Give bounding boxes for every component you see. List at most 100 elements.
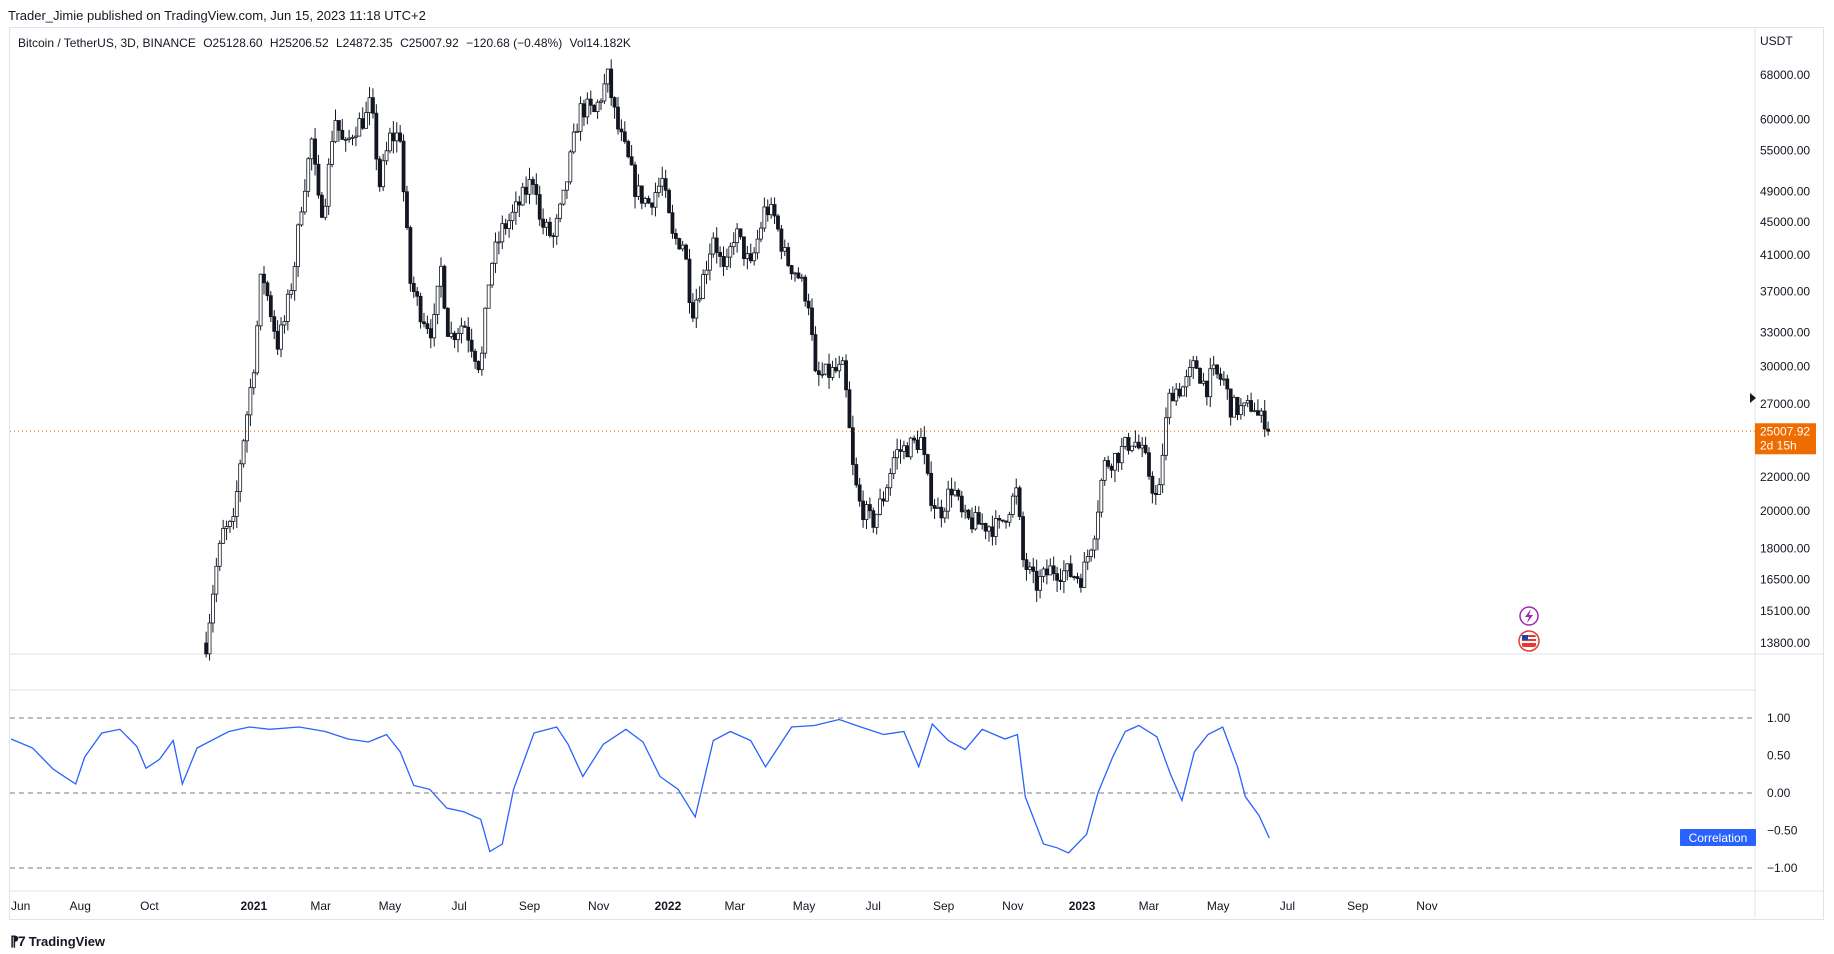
candle-66[interactable] (428, 319, 433, 349)
candle-84[interactable] (490, 262, 494, 288)
price-scale-arrow-icon[interactable] (1750, 393, 1756, 403)
candle-304[interactable] (1238, 398, 1243, 420)
candle-145[interactable] (697, 286, 702, 303)
candle-36[interactable] (326, 158, 331, 215)
candle-146[interactable] (701, 269, 705, 299)
candle-22[interactable] (279, 317, 283, 358)
candle-117[interactable] (602, 73, 607, 105)
candle-121[interactable] (616, 97, 620, 135)
candle-267[interactable] (1113, 453, 1117, 483)
candle-247[interactable] (1044, 559, 1049, 585)
candle-237[interactable] (1010, 493, 1015, 518)
candle-165[interactable] (765, 199, 770, 222)
candle-93[interactable] (520, 182, 525, 206)
candle-13[interactable] (248, 378, 253, 426)
candle-149[interactable] (711, 232, 716, 258)
candle-274[interactable] (1136, 434, 1141, 450)
candle-52[interactable] (381, 153, 386, 192)
candle-97[interactable] (534, 173, 539, 205)
candle-135[interactable] (663, 169, 668, 198)
candle-99[interactable] (541, 208, 546, 235)
candle-183[interactable] (827, 353, 831, 389)
candle-311[interactable] (1262, 400, 1267, 437)
candle-101[interactable] (548, 217, 552, 238)
candle-231[interactable] (990, 515, 995, 546)
candle-299[interactable] (1221, 371, 1226, 386)
candle-260[interactable] (1089, 548, 1094, 562)
candle-244[interactable] (1034, 559, 1039, 602)
candle-15[interactable] (255, 320, 260, 376)
candle-27[interactable] (296, 223, 300, 277)
candle-163[interactable] (759, 221, 763, 243)
candle-28[interactable] (299, 206, 304, 227)
candle-280[interactable] (1157, 478, 1162, 495)
candle-251[interactable] (1058, 568, 1063, 590)
candle-119[interactable] (609, 59, 614, 106)
candle-160[interactable] (748, 243, 753, 264)
candle-302[interactable] (1232, 394, 1236, 418)
candle-51[interactable] (377, 156, 382, 192)
time-axis-labels[interactable]: Jun Aug Oct 2021 Mar May Jul Sep Nov 2022 Mar May Ju… (11, 899, 1438, 913)
candle-225[interactable] (970, 507, 974, 534)
candle-80[interactable] (476, 360, 481, 374)
candle-113[interactable] (588, 90, 593, 115)
candle-261[interactable] (1092, 535, 1097, 559)
correlation-line[interactable] (10, 718, 1270, 854)
candle-282[interactable] (1164, 407, 1168, 461)
candle-42[interactable] (347, 129, 352, 143)
candle-293[interactable] (1201, 372, 1206, 386)
candle-26[interactable] (292, 261, 297, 301)
candle-303[interactable] (1235, 396, 1240, 421)
candle-164[interactable] (762, 197, 767, 232)
candle-104[interactable] (558, 202, 563, 223)
price-axis-ticks[interactable]: 68000.00 60000.00 55000.00 49000.00 45000.00… (1760, 68, 1810, 650)
candle-297[interactable] (1215, 364, 1219, 379)
candle-60[interactable] (408, 225, 413, 292)
candle-6[interactable] (224, 520, 229, 541)
candle-103[interactable] (554, 214, 559, 245)
candle-272[interactable] (1130, 445, 1134, 453)
candle-158[interactable] (742, 236, 746, 266)
candle-115[interactable] (595, 99, 600, 119)
candle-18[interactable] (265, 280, 270, 301)
candle-17[interactable] (262, 266, 266, 295)
candle-199[interactable] (881, 491, 886, 507)
candle-56[interactable] (394, 122, 399, 153)
candle-305[interactable] (1242, 402, 1247, 417)
candle-69[interactable] (439, 257, 443, 298)
candle-64[interactable] (422, 312, 426, 328)
candle-77[interactable] (466, 317, 471, 353)
candle-142[interactable] (687, 248, 692, 314)
candle-24[interactable] (285, 289, 290, 331)
candle-270[interactable] (1123, 436, 1128, 450)
candle-243[interactable] (1031, 557, 1036, 584)
candle-211[interactable] (922, 426, 927, 465)
candle-242[interactable] (1027, 561, 1032, 575)
candle-189[interactable] (847, 381, 852, 429)
candle-291[interactable] (1194, 356, 1199, 369)
candle-16[interactable] (258, 273, 263, 331)
candle-216[interactable] (939, 499, 944, 528)
candle-294[interactable] (1204, 380, 1209, 406)
candle-184[interactable] (830, 360, 835, 381)
candle-70[interactable] (442, 264, 447, 310)
candle-98[interactable] (537, 185, 542, 226)
candle-95[interactable] (527, 167, 532, 205)
candle-53[interactable] (384, 141, 389, 165)
candle-31[interactable] (309, 137, 314, 171)
candle-181[interactable] (820, 362, 825, 379)
candle-76[interactable] (462, 320, 467, 328)
candle-72[interactable] (449, 321, 454, 339)
candle-263[interactable] (1099, 478, 1104, 518)
candle-54[interactable] (388, 127, 392, 154)
candle-20[interactable] (272, 310, 277, 340)
candle-265[interactable] (1106, 455, 1111, 469)
candle-245[interactable] (1038, 569, 1042, 599)
candle-286[interactable] (1177, 382, 1182, 399)
candle-301[interactable] (1228, 388, 1233, 426)
candle-92[interactable] (517, 195, 522, 218)
candle-81[interactable] (479, 346, 484, 376)
candle-202[interactable] (891, 450, 896, 480)
candle-65[interactable] (425, 315, 430, 335)
candle-125[interactable] (629, 145, 634, 166)
